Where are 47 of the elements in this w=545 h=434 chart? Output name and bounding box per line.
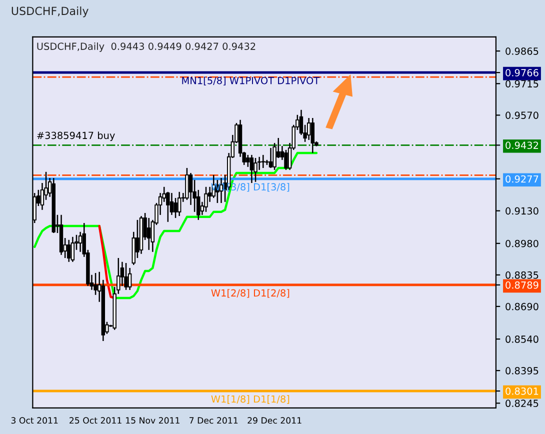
y-tick-label: 0.8980 (506, 240, 538, 248)
candlestick (306, 117, 311, 141)
y-tick-label: 0.8395 (506, 367, 538, 374)
chart-title: USDCHF,Daily (12, 6, 88, 18)
y-tick-label: 0.8245 (506, 400, 538, 408)
candlestick (94, 272, 98, 296)
candlestick (124, 262, 128, 291)
y-tick-label: 0.9432 (506, 142, 538, 149)
candlestick (70, 236, 75, 263)
y-tick-label: 0.8690 (506, 302, 538, 310)
candlestick (284, 149, 288, 171)
y-tick-label: 0.9766 (506, 69, 538, 76)
candlestick (177, 191, 182, 217)
ref-line-label: W1[2/8] D1[2/8] (211, 289, 290, 298)
candlestick (147, 217, 151, 251)
y-tick-label: 0.9570 (506, 112, 538, 119)
y-tick-label: 0.9277 (506, 175, 538, 183)
candlestick (128, 267, 132, 291)
x-tick-label: 7 Dec 2011 (190, 417, 238, 424)
y-tick-label: 0.8540 (506, 336, 538, 343)
y-tick-label: 0.8835 (506, 271, 538, 279)
candlestick (272, 142, 276, 171)
candlestick (246, 154, 250, 168)
candlestick (78, 231, 82, 253)
y-tick-label: 0.9715 (506, 80, 538, 88)
candlestick (67, 239, 71, 263)
candlestick (310, 117, 315, 154)
y-tick-label: 0.9865 (506, 48, 538, 55)
ref-line-label: W1[1/8] D1[1/8] (211, 395, 290, 404)
candlestick (185, 167, 189, 201)
candlestick (254, 157, 258, 183)
y-tick-label: 0.8301 (506, 387, 538, 395)
candlestick (204, 186, 208, 213)
x-tick-label: 29 Dec 2011 (248, 417, 302, 424)
x-tick-label: 15 Nov 2011 (126, 417, 180, 424)
x-tick-label: 25 Oct 2011 (70, 417, 122, 424)
ref-line-label: MN1[5/8] W1PIVOT D1PIVOT (182, 76, 320, 86)
text: USDCHF,Daily 0.9443 0.9449 0.9427 0.9432 (37, 42, 256, 52)
x-tick-label: 3 Oct 2011 (11, 417, 58, 424)
candlestick (261, 154, 265, 169)
candlestick (268, 147, 273, 169)
y-tick-label: 0.8789 (506, 281, 538, 289)
ref-line-label: #33859417 buy (37, 132, 115, 141)
y-tick-label: 0.9130 (506, 207, 538, 215)
candlestick (250, 154, 254, 184)
candlestick (166, 191, 170, 223)
candlestick (174, 197, 178, 219)
